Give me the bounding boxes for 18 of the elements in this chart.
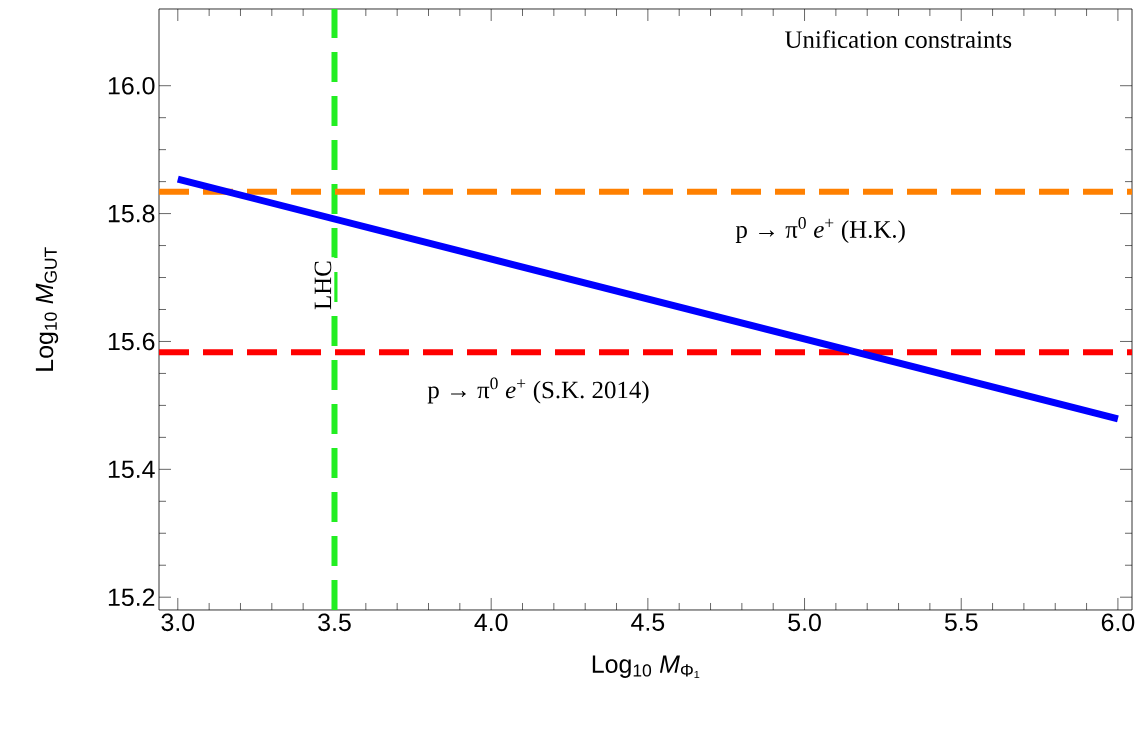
y-tick-label: 15.8 bbox=[108, 204, 155, 223]
y-tick-label: 16.0 bbox=[108, 76, 155, 95]
y-tick-label: 15.2 bbox=[108, 588, 155, 607]
x-tick-label: 4.5 bbox=[631, 613, 665, 631]
y-tick-label: 15.6 bbox=[108, 332, 155, 351]
x-tick-label: 6.0 bbox=[1101, 613, 1135, 632]
y-tick-label: 15.4 bbox=[108, 460, 155, 479]
y-axis-title: Log$_{10}$ M$_{GUT}$ bbox=[35, 247, 59, 371]
x-axis-title: Log$_{10}$ M$_{Φ₁}$ bbox=[592, 655, 700, 678]
ref-line-label: p → π$^{0}$ e$^{+}$ (H.K.) bbox=[735, 217, 905, 243]
ref-line-label: LHC bbox=[314, 261, 332, 310]
annotation: Unification constraints bbox=[785, 30, 1012, 49]
ref-line-label: p → π$^{0}$ e$^{+}$ (S.K. 2014) bbox=[427, 377, 649, 404]
x-tick-label: 5.0 bbox=[788, 613, 821, 632]
x-tick-label: 3.5 bbox=[318, 613, 351, 632]
x-tick-label: 3.0 bbox=[161, 613, 195, 632]
x-tick-label: 4.0 bbox=[474, 613, 508, 632]
x-tick-label: 5.5 bbox=[944, 613, 978, 631]
